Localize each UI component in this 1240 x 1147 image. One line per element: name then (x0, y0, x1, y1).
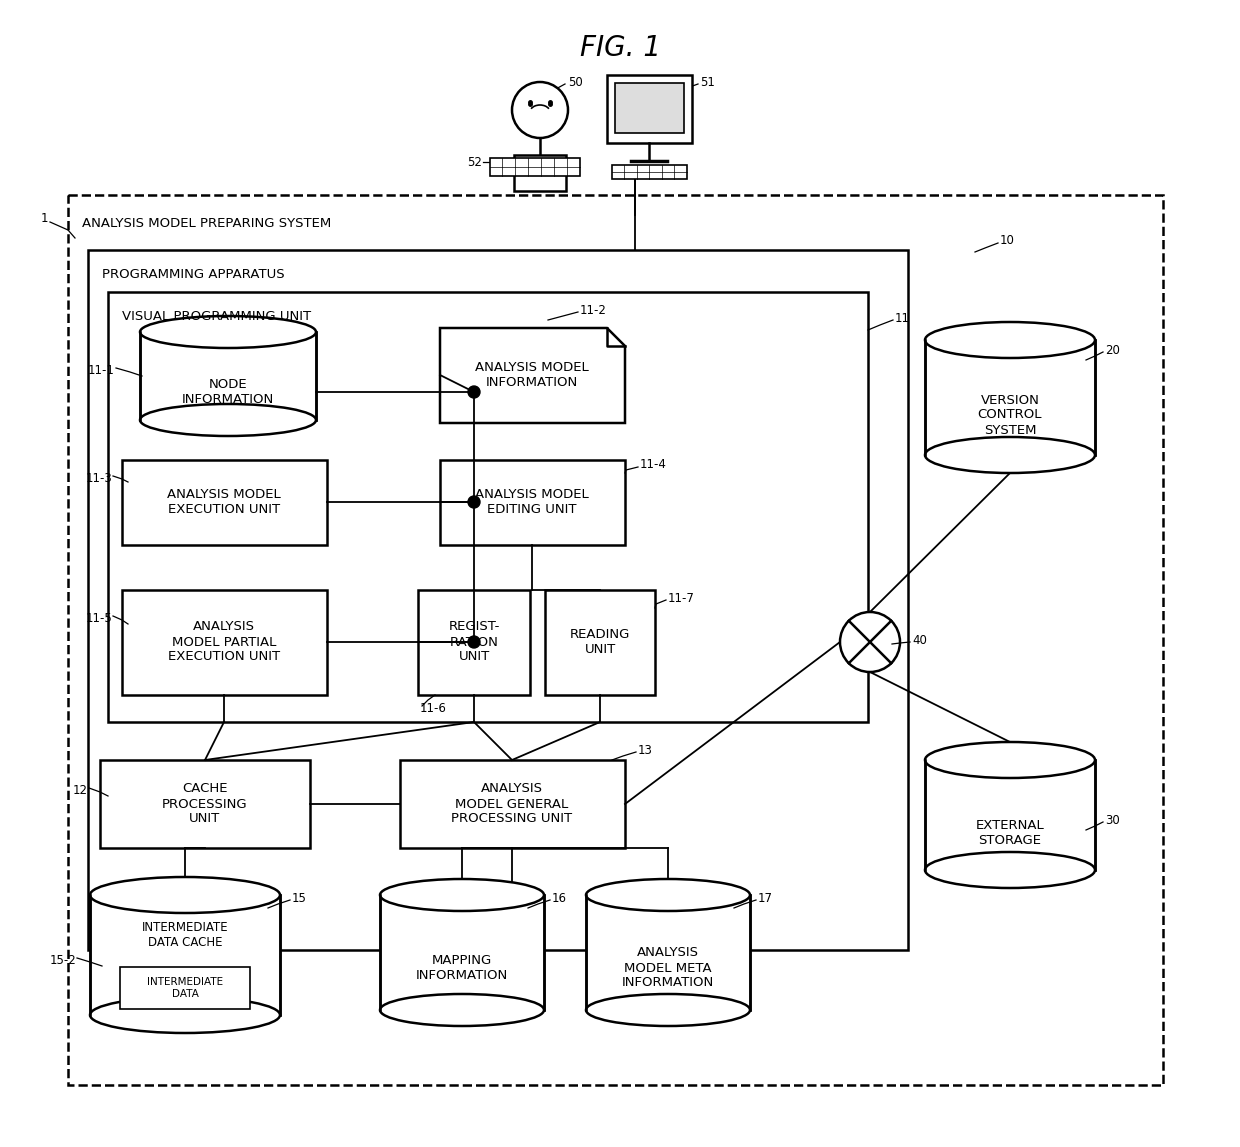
Bar (440, 460, 625, 545)
Bar (613, 165, 687, 179)
Text: ANALYSIS
MODEL GENERAL
PROCESSING UNIT: ANALYSIS MODEL GENERAL PROCESSING UNIT (451, 782, 573, 826)
Text: 11-7: 11-7 (668, 592, 694, 604)
Text: 16: 16 (552, 891, 567, 905)
Circle shape (467, 635, 480, 648)
Text: MAPPING
INFORMATION: MAPPING INFORMATION (415, 954, 508, 982)
Bar (91, 895, 280, 1015)
Text: ANALYSIS MODEL
INFORMATION: ANALYSIS MODEL INFORMATION (475, 361, 589, 389)
Text: ANALYSIS MODEL PREPARING SYSTEM: ANALYSIS MODEL PREPARING SYSTEM (82, 217, 331, 231)
Bar (615, 83, 684, 133)
Text: NODE
INFORMATION: NODE INFORMATION (182, 379, 274, 406)
Circle shape (512, 81, 568, 138)
Text: EXTERNAL
STORAGE: EXTERNAL STORAGE (976, 819, 1044, 846)
Bar (122, 590, 327, 695)
Ellipse shape (91, 997, 280, 1033)
Bar (88, 250, 908, 950)
Bar (120, 967, 250, 1009)
Ellipse shape (925, 852, 1095, 888)
Text: 50: 50 (568, 76, 583, 88)
Text: CACHE
PROCESSING
UNIT: CACHE PROCESSING UNIT (162, 782, 248, 826)
Text: INTERMEDIATE
DATA: INTERMEDIATE DATA (146, 977, 223, 999)
Bar (401, 760, 625, 848)
Bar (515, 155, 565, 192)
Text: INTERMEDIATE
DATA CACHE: INTERMEDIATE DATA CACHE (141, 921, 228, 949)
Text: 10: 10 (999, 234, 1014, 247)
Text: PROGRAMMING APPARATUS: PROGRAMMING APPARATUS (102, 268, 285, 281)
Text: VERSION
CONTROL
SYSTEM: VERSION CONTROL SYSTEM (978, 393, 1043, 437)
Bar (608, 75, 692, 143)
Text: VISUAL PROGRAMMING UNIT: VISUAL PROGRAMMING UNIT (122, 310, 311, 323)
Bar (490, 158, 580, 175)
Text: 11-1: 11-1 (88, 364, 115, 376)
Bar (140, 331, 316, 420)
Text: 30: 30 (1105, 813, 1120, 827)
Polygon shape (440, 328, 625, 423)
Bar (379, 895, 544, 1011)
Bar (108, 292, 868, 721)
Bar (100, 760, 310, 848)
Bar (418, 590, 529, 695)
Text: ANALYSIS MODEL
EDITING UNIT: ANALYSIS MODEL EDITING UNIT (475, 487, 589, 516)
Ellipse shape (140, 404, 316, 436)
Text: FIG. 1: FIG. 1 (579, 34, 661, 62)
Text: 11-2: 11-2 (580, 304, 606, 317)
Circle shape (467, 496, 480, 508)
Bar (122, 460, 327, 545)
Text: 20: 20 (1105, 343, 1120, 357)
Text: 11-5: 11-5 (86, 611, 112, 624)
Text: 40: 40 (911, 633, 926, 647)
Text: ANALYSIS MODEL
EXECUTION UNIT: ANALYSIS MODEL EXECUTION UNIT (167, 487, 281, 516)
Ellipse shape (91, 877, 280, 913)
Text: 15: 15 (291, 891, 306, 905)
Ellipse shape (379, 879, 544, 911)
Text: 11: 11 (895, 312, 910, 325)
Ellipse shape (140, 317, 316, 348)
Text: 11-3: 11-3 (86, 471, 112, 484)
Text: 17: 17 (758, 891, 773, 905)
Ellipse shape (925, 742, 1095, 778)
Text: READING
UNIT: READING UNIT (570, 629, 630, 656)
Circle shape (467, 387, 480, 398)
Text: 13: 13 (639, 743, 653, 757)
Text: 11-4: 11-4 (640, 459, 667, 471)
Bar (546, 590, 655, 695)
Bar (68, 195, 1163, 1085)
Text: 15-2: 15-2 (50, 953, 76, 967)
Text: REGIST-
RATION
UNIT: REGIST- RATION UNIT (449, 621, 500, 663)
Text: ANALYSIS
MODEL PARTIAL
EXECUTION UNIT: ANALYSIS MODEL PARTIAL EXECUTION UNIT (167, 621, 280, 663)
Text: 12: 12 (73, 783, 88, 796)
Bar (925, 340, 1095, 455)
Ellipse shape (925, 322, 1095, 358)
Bar (587, 895, 750, 1011)
Circle shape (839, 612, 900, 672)
Bar (925, 760, 1095, 871)
Text: ANALYSIS
MODEL META
INFORMATION: ANALYSIS MODEL META INFORMATION (622, 946, 714, 990)
Text: 11-6: 11-6 (420, 702, 446, 715)
Text: 51: 51 (701, 76, 715, 88)
Text: 1: 1 (40, 211, 48, 225)
Text: 52: 52 (467, 156, 482, 170)
Ellipse shape (925, 437, 1095, 473)
Ellipse shape (379, 994, 544, 1027)
Ellipse shape (587, 994, 750, 1027)
Ellipse shape (587, 879, 750, 911)
